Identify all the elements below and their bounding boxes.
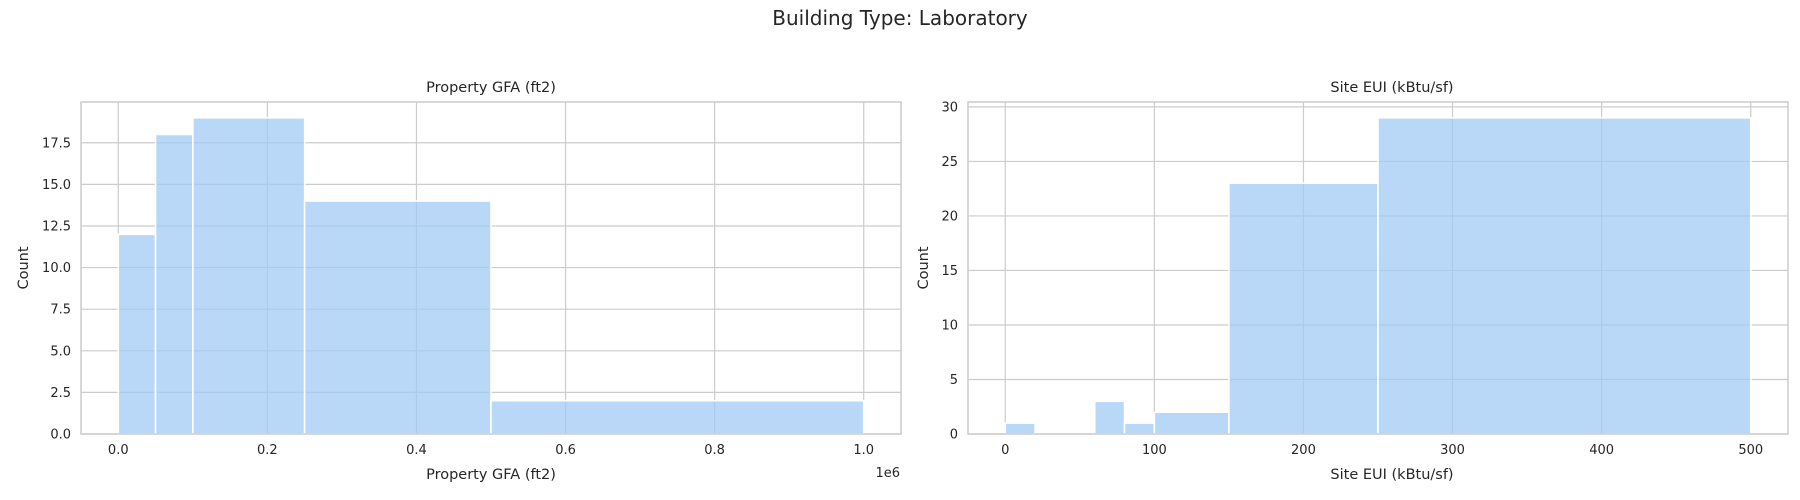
y-tick-label: 15 — [941, 264, 958, 279]
histogram-bar — [154, 133, 194, 435]
x-axis-label: Site EUI (kBtu/sf) — [1330, 467, 1453, 483]
y-tick-label: 0 — [950, 428, 958, 443]
x-axis-label: Property GFA (ft2) — [426, 467, 556, 483]
histogram-bar — [192, 117, 306, 435]
x-tick-label: 0 — [1001, 443, 1009, 458]
histogram-bar — [1228, 182, 1379, 435]
histogram-bars — [117, 117, 865, 435]
y-axis-label: Count — [916, 246, 932, 289]
x-tick-label: 400 — [1589, 443, 1614, 458]
tick-labels: 0 100 200 300 400 500 0 5 10 15 20 25 30 — [941, 100, 1763, 458]
x-tick-label: 200 — [1291, 443, 1316, 458]
y-tick-label: 5.0 — [50, 344, 71, 359]
y-tick-label: 30 — [941, 100, 958, 115]
x-tick-label: 0.2 — [257, 443, 278, 458]
x-offset-label: 1e6 — [875, 466, 900, 481]
histogram-bar — [1093, 400, 1126, 435]
y-tick-label: 0.0 — [50, 428, 71, 443]
histogram-site-eui: Site EUI (kBtu/sf) 0 100 200 300 400 500 0 5 10 1… — [916, 80, 1789, 483]
x-tick-label: 1.0 — [853, 443, 874, 458]
x-tick-label: 500 — [1738, 443, 1763, 458]
x-tick-label: 0.8 — [704, 443, 725, 458]
x-tick-label: 0.0 — [108, 443, 129, 458]
panel-title: Site EUI (kBtu/sf) — [1330, 80, 1453, 96]
histogram-property-gfa: Property GFA (ft2) 0.0 0.2 0.4 0.6 0.8 1.00.0… — [16, 80, 902, 483]
tick-labels: 0.0 0.2 0.4 0.6 0.8 1.0 0.0 2.5 5.0 7.5 10.0 12.5 15… — [42, 136, 874, 458]
y-tick-label: 15.0 — [42, 178, 71, 193]
histogram-bar — [1377, 117, 1752, 435]
histogram-bar — [1004, 422, 1036, 435]
y-tick-label: 17.5 — [42, 136, 71, 151]
x-tick-label: 100 — [1142, 443, 1167, 458]
y-tick-label: 10.0 — [42, 261, 71, 276]
histogram-bar — [490, 399, 865, 435]
y-axis-label: Count — [16, 246, 32, 289]
plot-frame — [80, 101, 902, 435]
histogram-bars — [1004, 117, 1752, 435]
y-tick-label: 5 — [950, 373, 958, 388]
histogram-bar — [1153, 411, 1230, 435]
y-tick-label: 2.5 — [50, 386, 71, 401]
x-tick-label: 0.4 — [406, 443, 427, 458]
x-tick-label: 0.6 — [555, 443, 576, 458]
y-tick-label: 12.5 — [42, 219, 71, 234]
y-tick-label: 20 — [941, 209, 958, 224]
y-tick-label: 7.5 — [50, 303, 71, 318]
y-tick-label: 10 — [941, 318, 958, 333]
plot-frame — [967, 101, 1789, 435]
panel-title: Property GFA (ft2) — [426, 80, 556, 96]
figure-title: Building Type: Laboratory — [772, 6, 1028, 30]
x-tick-label: 300 — [1440, 443, 1465, 458]
y-tick-label: 25 — [941, 155, 958, 170]
histogram-bar — [303, 200, 492, 435]
histogram-bar — [1123, 422, 1156, 435]
histogram-bar — [117, 233, 157, 435]
